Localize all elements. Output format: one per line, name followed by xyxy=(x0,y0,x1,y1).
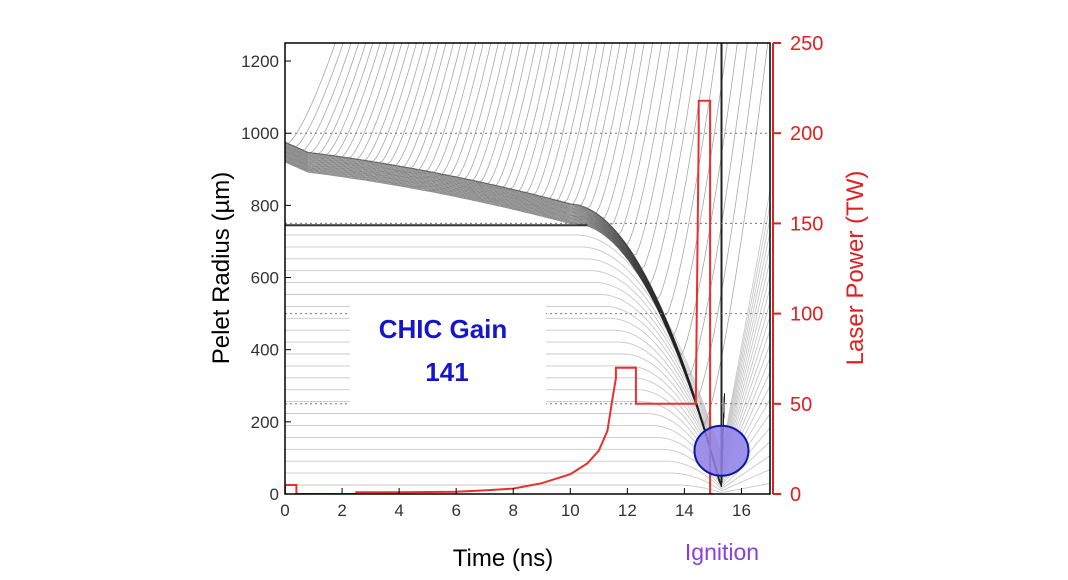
y-right-tick-label: 0 xyxy=(790,484,801,506)
ignition-ellipse xyxy=(693,424,750,477)
flow-line xyxy=(285,232,770,463)
x-tick-label: 16 xyxy=(732,501,751,520)
x-tick-label: 0 xyxy=(280,501,289,520)
y-left-axis-title: Pelet Radius (µm) xyxy=(208,172,235,365)
y-left-tick-label: 800 xyxy=(251,196,279,215)
flow-line xyxy=(285,455,770,490)
gain-label-line1: CHIC Gain xyxy=(379,314,508,344)
y-left-tick-label: 1200 xyxy=(241,52,279,71)
y-left-tick-label: 600 xyxy=(251,269,279,288)
x-tick-label: 4 xyxy=(394,501,403,520)
flow-line xyxy=(285,43,410,161)
x-tick-label: 14 xyxy=(675,501,694,520)
x-axis-title: Time (ns) xyxy=(453,545,553,572)
y-left-tick-label: 1000 xyxy=(241,124,279,143)
y-right-axis-title: Laser Power (TW) xyxy=(842,171,869,366)
plot-frame xyxy=(284,42,771,495)
flow-line xyxy=(285,43,381,157)
y-right-tick-label: 150 xyxy=(790,213,823,235)
y-right-tick-label: 250 xyxy=(790,33,823,55)
annotation-box xyxy=(350,300,546,406)
x-tick-label: 8 xyxy=(509,501,518,520)
flow-line xyxy=(285,413,770,485)
flow-line xyxy=(285,190,770,457)
flow-line xyxy=(285,43,374,156)
x-tick-label: 10 xyxy=(561,501,580,520)
gain-label-line2: 141 xyxy=(425,357,468,387)
y-right-axis-ticks: 0 50 100 150 200 250 xyxy=(773,33,823,506)
flow-line xyxy=(285,43,395,159)
flow-line xyxy=(285,399,770,483)
ignition-marker xyxy=(693,424,750,477)
flow-line xyxy=(285,43,388,158)
plot-area xyxy=(285,43,770,494)
flow-line xyxy=(285,427,770,487)
y-right-tick-label: 200 xyxy=(790,123,823,145)
y-left-axis-ticks: 0 200 400 600 800 1000 1200 xyxy=(241,52,291,504)
shell-line xyxy=(285,161,725,487)
ignition-label: Ignition xyxy=(685,539,759,565)
y-right-tick-label: 100 xyxy=(790,304,823,326)
flow-line xyxy=(285,441,770,488)
x-axis-ticks: 0 2 4 6 8 10 12 14 16 xyxy=(280,488,751,520)
y-left-tick-label: 0 xyxy=(270,485,279,504)
x-tick-label: 2 xyxy=(337,501,346,520)
flow-line xyxy=(285,469,770,492)
x-tick-label: 6 xyxy=(451,501,460,520)
y-right-tick-label: 50 xyxy=(790,394,812,416)
y-left-tick-label: 400 xyxy=(251,341,279,360)
flow-line xyxy=(285,43,403,160)
x-tick-label: 12 xyxy=(618,501,637,520)
y-left-tick-label: 200 xyxy=(251,413,279,432)
flow-line xyxy=(285,204,770,459)
